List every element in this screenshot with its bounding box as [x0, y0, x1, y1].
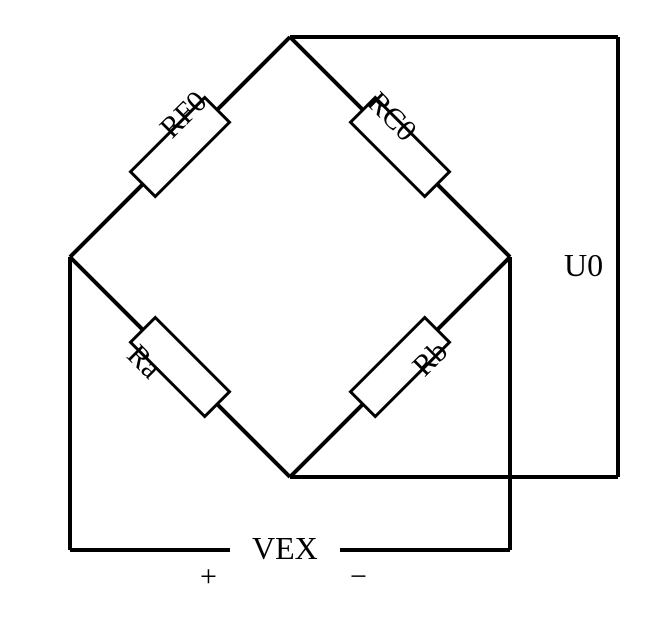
circuit-diagram: RF0 RC0 Ra Rb U0 VEX + − [0, 0, 654, 622]
label-plus: + [200, 560, 217, 594]
circuit-svg [0, 0, 654, 622]
label-minus: − [350, 560, 367, 594]
label-vex: VEX [252, 530, 318, 567]
label-u0: U0 [564, 247, 603, 284]
